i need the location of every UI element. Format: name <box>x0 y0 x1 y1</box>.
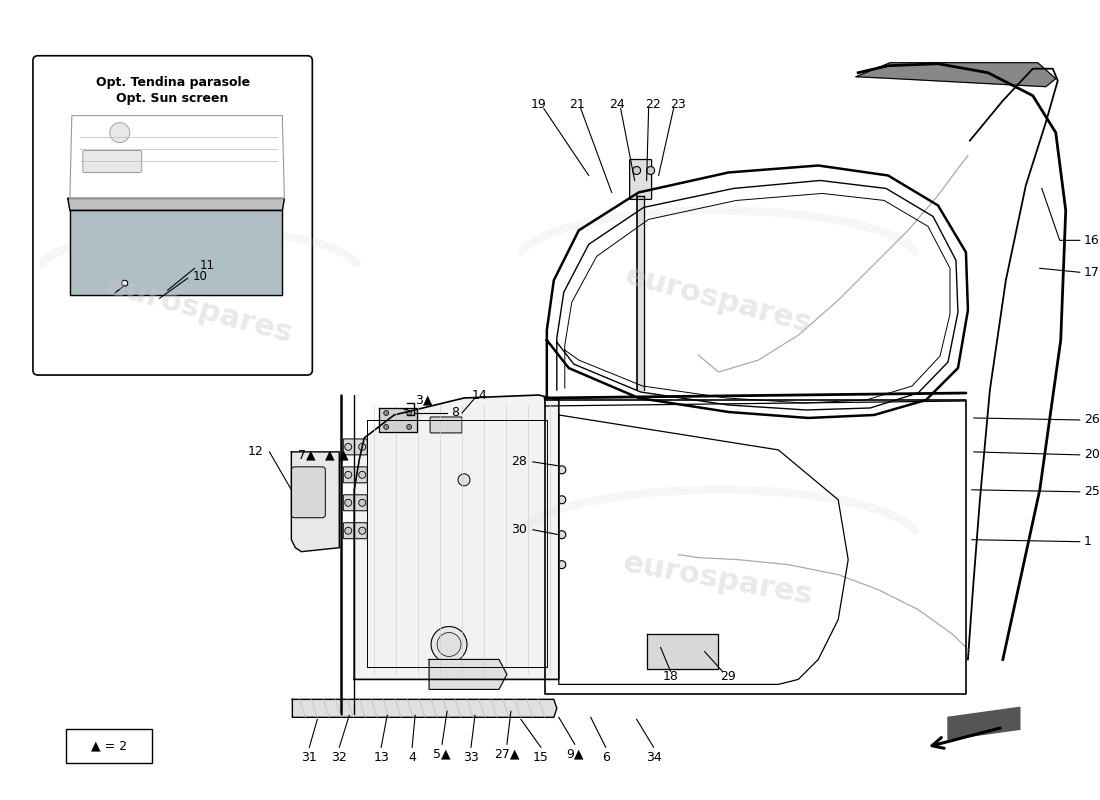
Polygon shape <box>647 634 718 670</box>
Polygon shape <box>70 210 283 295</box>
Text: 19: 19 <box>531 98 547 111</box>
Circle shape <box>122 280 128 286</box>
Polygon shape <box>856 62 1056 86</box>
Circle shape <box>558 496 565 504</box>
Text: 6: 6 <box>602 750 609 764</box>
Text: 31: 31 <box>301 750 317 764</box>
Text: 3▲: 3▲ <box>416 394 432 406</box>
Circle shape <box>437 633 461 657</box>
FancyBboxPatch shape <box>343 467 367 483</box>
Circle shape <box>431 626 467 662</box>
Polygon shape <box>68 198 285 210</box>
FancyBboxPatch shape <box>343 494 367 510</box>
Text: 10: 10 <box>192 270 208 282</box>
Polygon shape <box>379 408 417 432</box>
Text: 8: 8 <box>451 406 459 419</box>
Circle shape <box>632 166 640 174</box>
Polygon shape <box>948 707 1020 739</box>
Polygon shape <box>292 452 339 552</box>
Circle shape <box>344 499 352 506</box>
Text: 33: 33 <box>463 750 478 764</box>
FancyBboxPatch shape <box>66 730 152 763</box>
FancyBboxPatch shape <box>292 467 326 518</box>
FancyBboxPatch shape <box>430 417 462 433</box>
Text: 4: 4 <box>408 750 416 764</box>
Circle shape <box>407 425 411 430</box>
Text: 18: 18 <box>662 670 679 683</box>
Text: 29: 29 <box>720 670 736 683</box>
Text: 24: 24 <box>608 98 625 111</box>
Text: eurospares: eurospares <box>621 549 816 610</box>
Text: 23: 23 <box>670 98 685 111</box>
Text: 7▲: 7▲ <box>297 448 316 462</box>
Circle shape <box>458 474 470 486</box>
Text: ▲ = 2: ▲ = 2 <box>90 740 126 753</box>
Text: 32: 32 <box>331 750 348 764</box>
FancyBboxPatch shape <box>33 56 312 375</box>
Circle shape <box>344 471 352 478</box>
Text: 9▲: 9▲ <box>566 748 583 761</box>
FancyBboxPatch shape <box>629 159 651 199</box>
Text: 12: 12 <box>248 446 263 458</box>
Text: 5▲: 5▲ <box>433 748 451 761</box>
Circle shape <box>647 166 654 174</box>
Polygon shape <box>354 395 559 679</box>
Text: eurospares: eurospares <box>621 262 815 339</box>
Circle shape <box>558 466 565 474</box>
Text: eurospares: eurospares <box>103 271 296 349</box>
Text: 15: 15 <box>532 750 549 764</box>
Text: 20: 20 <box>1084 448 1100 462</box>
Text: 21: 21 <box>569 98 584 111</box>
Circle shape <box>384 425 388 430</box>
Text: 11: 11 <box>199 258 214 272</box>
Text: 16: 16 <box>1084 234 1099 247</box>
Text: 1: 1 <box>1084 535 1091 548</box>
Text: 25: 25 <box>1084 486 1100 498</box>
Circle shape <box>110 122 130 142</box>
Circle shape <box>384 410 388 415</box>
Polygon shape <box>637 197 644 390</box>
Text: Opt. Tendina parasole: Opt. Tendina parasole <box>96 76 250 89</box>
Text: 17: 17 <box>1084 266 1100 278</box>
Circle shape <box>344 443 352 450</box>
FancyBboxPatch shape <box>343 439 367 455</box>
Text: 34: 34 <box>646 750 661 764</box>
Text: ▲: ▲ <box>324 448 334 462</box>
Text: ▲: ▲ <box>340 448 349 462</box>
Text: Opt. Sun screen: Opt. Sun screen <box>117 92 229 105</box>
Circle shape <box>558 561 565 569</box>
Circle shape <box>359 499 365 506</box>
Text: 14: 14 <box>472 389 487 402</box>
Polygon shape <box>429 659 507 690</box>
Circle shape <box>359 443 365 450</box>
Text: 28: 28 <box>512 455 527 468</box>
Circle shape <box>344 527 352 534</box>
FancyBboxPatch shape <box>82 150 142 173</box>
Circle shape <box>558 530 565 538</box>
Circle shape <box>359 471 365 478</box>
FancyBboxPatch shape <box>343 522 367 538</box>
Text: 22: 22 <box>645 98 660 111</box>
Text: 26: 26 <box>1084 414 1099 426</box>
Text: 30: 30 <box>512 523 527 536</box>
Circle shape <box>407 410 411 415</box>
Circle shape <box>359 527 365 534</box>
Text: 27▲: 27▲ <box>494 748 519 761</box>
Polygon shape <box>293 699 557 718</box>
Text: 13: 13 <box>373 750 389 764</box>
